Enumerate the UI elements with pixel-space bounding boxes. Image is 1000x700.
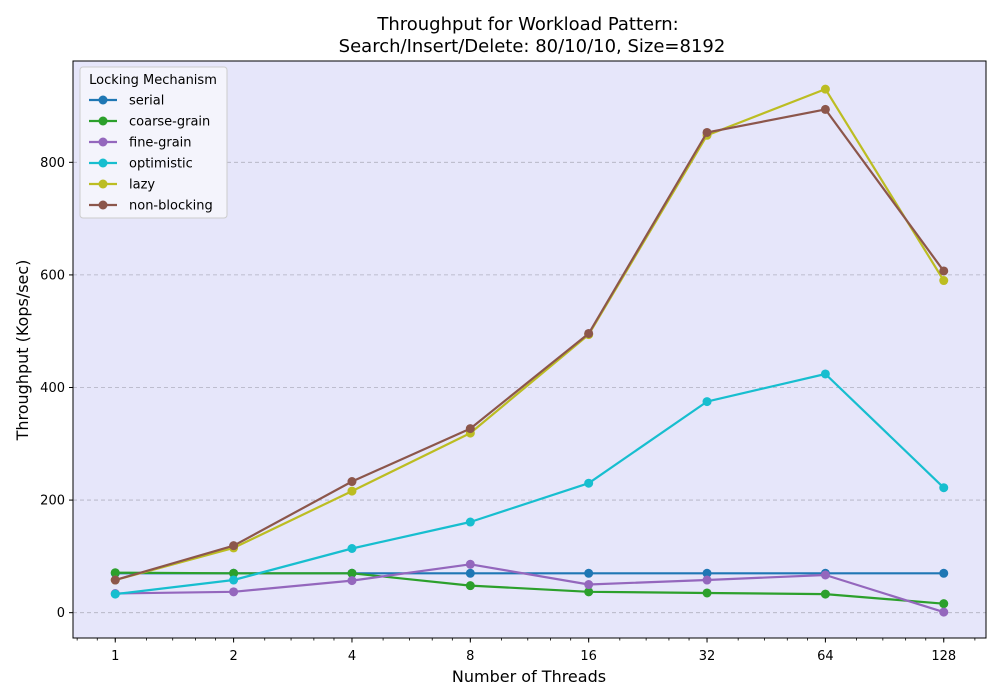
legend-swatch-marker	[98, 158, 108, 168]
legend-items: serial coarse-grain fine-grain optimistic la…	[89, 94, 213, 214]
legend-label: coarse-grain	[129, 115, 210, 130]
data-point	[229, 541, 239, 551]
legend-item-fine-grain: fine-grain	[89, 136, 192, 151]
data-point	[229, 575, 239, 585]
x-tick-label: 1	[111, 649, 119, 664]
data-point	[939, 483, 949, 493]
data-point	[820, 570, 830, 580]
data-point	[584, 568, 594, 578]
y-axis-label: Throughput (Kops/sec)	[13, 260, 32, 442]
series-line	[115, 563, 945, 614]
x-tick-label: 8	[466, 649, 474, 664]
y-axis-ticks: 0 200 400 600 800	[40, 156, 73, 621]
legend: Locking Mechanism serial coarse-grain fine…	[79, 66, 228, 219]
data-point	[229, 568, 239, 578]
data-point	[702, 568, 712, 578]
y-tick-label: 0	[57, 606, 65, 621]
legend-item-lazy: lazy	[89, 178, 155, 193]
legend-label: non-blocking	[129, 199, 213, 214]
y-tick-label: 800	[40, 156, 65, 171]
data-point	[939, 276, 949, 286]
data-point	[110, 575, 120, 585]
grid-lines	[73, 161, 986, 614]
data-point	[702, 397, 712, 407]
legend-item-coarse-grain: coarse-grain	[89, 115, 210, 130]
data-point	[584, 478, 594, 488]
data-point	[820, 589, 830, 599]
data-point	[939, 568, 949, 578]
data-point	[110, 589, 120, 599]
legend-item-optimistic: optimistic	[89, 157, 193, 172]
y-tick-label: 600	[40, 268, 65, 283]
x-tick-label: 4	[348, 649, 356, 664]
x-tick-label: 16	[580, 649, 597, 664]
legend-item-non-blocking: non-blocking	[89, 199, 213, 214]
data-point	[939, 599, 949, 609]
series-line	[114, 108, 945, 582]
legend-box	[79, 66, 228, 219]
x-tick-label: 32	[699, 649, 716, 664]
legend-label: serial	[129, 94, 164, 109]
data-point	[110, 568, 120, 578]
data-point	[347, 568, 357, 578]
data-point	[939, 607, 949, 617]
legend-label: lazy	[129, 178, 155, 193]
legend-swatch-marker	[98, 137, 108, 147]
legend-label: optimistic	[129, 157, 193, 172]
y-tick-label: 400	[40, 381, 65, 396]
chart-title-line2: Search/Insert/Delete: 80/10/10, Size=819…	[339, 36, 726, 57]
series-line	[115, 87, 945, 582]
data-point	[702, 575, 712, 585]
data-point	[820, 369, 830, 379]
data-point	[465, 559, 475, 569]
data-point	[347, 477, 357, 487]
data-point	[584, 328, 594, 338]
x-tick-label: 128	[931, 649, 956, 664]
plot-frame	[72, 60, 987, 639]
data-point	[347, 576, 357, 586]
x-tick-label: 64	[817, 649, 834, 664]
data-point	[229, 587, 239, 597]
legend-item-serial: serial	[89, 94, 164, 109]
legend-label: fine-grain	[129, 136, 192, 151]
x-axis-label: Number of Threads	[452, 667, 606, 686]
x-axis-ticks: 1 2 4 8 16 32 64 128	[76, 638, 976, 664]
series-line	[115, 372, 945, 596]
data-point	[465, 424, 475, 434]
data-point	[702, 127, 712, 137]
legend-swatch-marker	[98, 95, 108, 105]
data-point	[347, 486, 357, 496]
series-coarse-grain	[110, 568, 949, 609]
legend-title: Locking Mechanism	[89, 73, 217, 88]
legend-swatch-marker	[98, 200, 108, 210]
series-group	[110, 84, 949, 617]
data-point	[465, 568, 475, 578]
x-tick-label: 2	[229, 649, 237, 664]
y-tick-label: 200	[40, 494, 65, 509]
data-point	[820, 84, 830, 94]
chart-title-line1: Throughput for Workload Pattern:	[376, 14, 678, 35]
series-optimistic	[110, 369, 949, 599]
data-point	[702, 588, 712, 598]
series-non-blocking	[110, 104, 949, 585]
data-point	[465, 581, 475, 591]
data-point	[584, 580, 594, 590]
data-point	[347, 543, 357, 553]
data-point	[465, 517, 475, 527]
data-point	[584, 587, 594, 597]
data-point	[939, 266, 949, 276]
legend-swatch-marker	[98, 116, 108, 126]
legend-swatch-marker	[98, 179, 108, 189]
series-line	[115, 571, 944, 605]
data-point	[820, 104, 830, 114]
